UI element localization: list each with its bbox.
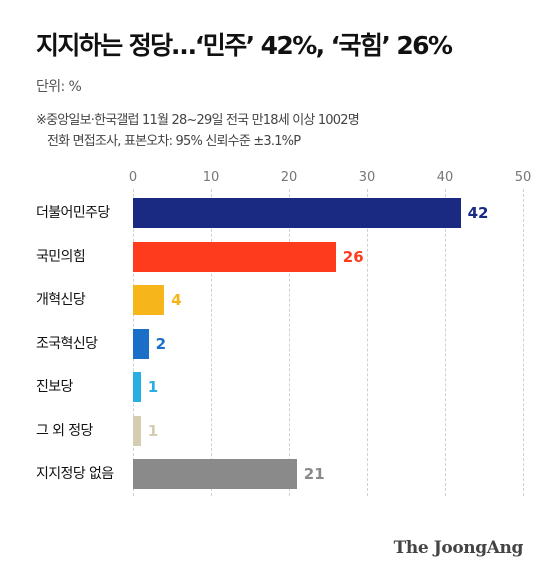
value-label: 21: [303, 465, 325, 483]
bar: [133, 328, 149, 359]
category-label: 더불어민주당: [36, 205, 110, 221]
gridline: [211, 189, 212, 496]
value-label: 1: [147, 421, 159, 440]
bar: [133, 285, 165, 315]
chart-title: 지지하는 정당…‘민주’ 42%, ‘국힘’ 26%: [36, 31, 453, 60]
gridline: [367, 189, 368, 496]
survey-note-line-2: 전화 면접조사, 표본오차: 95% 신뢰수준 ±3.1%P: [47, 134, 301, 149]
x-tick-label: 0: [128, 170, 138, 185]
value-label: 4: [171, 291, 182, 309]
unit-label: 단위: %: [36, 79, 82, 95]
value-label: 26: [342, 247, 364, 266]
gridline: [523, 189, 524, 496]
value-label: 2: [155, 334, 167, 353]
survey-note: ※중앙일보·한국갤럽 11월 28~29일 전국 만18세 이상 1002명 전…: [36, 110, 360, 152]
gridline: [445, 189, 446, 496]
category-label: 조국혁신당: [36, 335, 98, 352]
gridline: [289, 189, 290, 496]
category-label: 그 외 정당: [36, 422, 93, 439]
survey-note-line-1: ※중앙일보·한국갤럽 11월 28~29일 전국 만18세 이상 1002명: [36, 113, 360, 128]
x-tick-label: 50: [514, 170, 532, 185]
value-label: 1: [147, 378, 159, 396]
bar: [133, 241, 336, 272]
category-label: 국민의힘: [36, 248, 86, 265]
bar: [133, 415, 141, 446]
x-tick-label: 40: [436, 170, 454, 185]
category-label: 개혁신당: [36, 292, 86, 308]
x-tick-label: 10: [202, 170, 220, 185]
x-tick-label: 30: [358, 170, 376, 185]
bar: [133, 459, 297, 489]
bar: [133, 198, 461, 228]
x-tick-label: 20: [280, 170, 298, 185]
brand-logo: The JoongAng: [393, 538, 524, 558]
bar: [133, 372, 141, 402]
value-label: 42: [467, 204, 489, 222]
category-label: 진보당: [36, 379, 73, 395]
category-label: 지지정당 없음: [36, 466, 114, 482]
